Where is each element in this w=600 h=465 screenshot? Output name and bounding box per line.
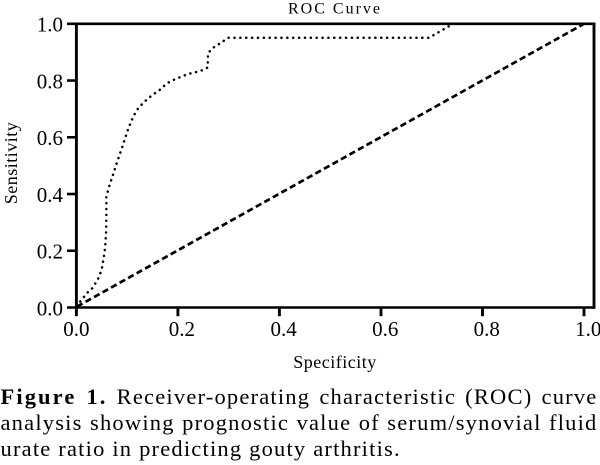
svg-text:ROC Curve: ROC Curve [288, 1, 382, 18]
svg-text:0.0: 0.0 [63, 317, 89, 341]
svg-text:1.0: 1.0 [37, 13, 63, 37]
svg-text:1.0: 1.0 [575, 317, 600, 341]
svg-text:Sensitivity: Sensitivity [1, 122, 21, 205]
svg-text:0.2: 0.2 [169, 317, 195, 341]
svg-text:0.6: 0.6 [372, 317, 398, 341]
svg-text:0.2: 0.2 [37, 240, 63, 264]
svg-text:0.8: 0.8 [37, 69, 63, 93]
svg-text:0.6: 0.6 [37, 126, 63, 150]
svg-text:0.8: 0.8 [474, 317, 500, 341]
svg-text:0.4: 0.4 [270, 317, 297, 341]
svg-text:0.0: 0.0 [37, 296, 63, 320]
svg-text:Specificity: Specificity [293, 352, 376, 372]
svg-text:0.4: 0.4 [37, 183, 64, 207]
